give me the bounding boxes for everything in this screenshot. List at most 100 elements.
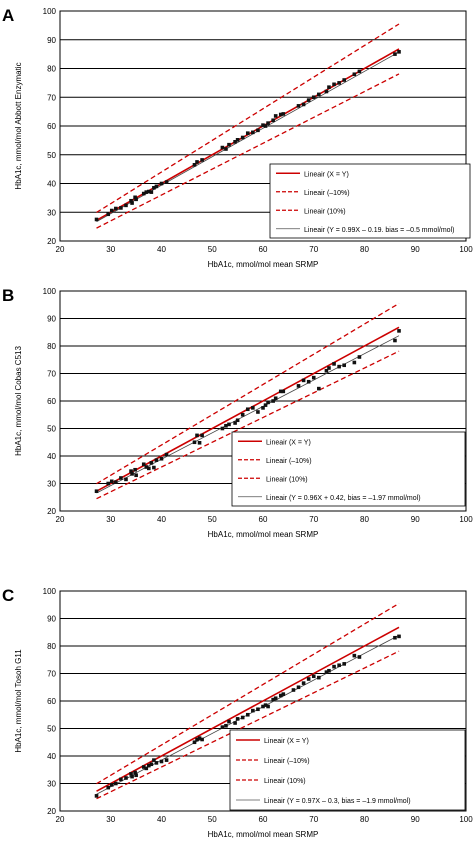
data-point: [263, 124, 268, 128]
data-point: [256, 128, 260, 133]
data-point: [273, 396, 278, 401]
data-point: [352, 72, 357, 77]
data-point: [144, 465, 149, 469]
data-point: [233, 721, 237, 725]
series-line-plus10: [96, 302, 400, 485]
data-point: [278, 389, 283, 394]
y-tick-label: 70: [47, 370, 56, 379]
data-point: [311, 95, 316, 100]
data-point: [393, 338, 397, 343]
data-point: [332, 82, 336, 87]
data-point: [352, 653, 357, 658]
chart-panel-a: A 20 30 40 50 60 70 80 90 100 20 30 40 50 60 70 80 90 100 L…: [2, 6, 473, 269]
data-point: [220, 725, 225, 729]
x-tick-label: 70: [309, 515, 318, 524]
data-point: [337, 364, 341, 369]
data-point: [149, 461, 154, 465]
legend-label: Lineair (–10%): [304, 190, 350, 197]
data-point: [200, 158, 204, 162]
y-tick-label: 20: [47, 507, 56, 516]
x-tick-label: 90: [411, 515, 420, 524]
data-point: [301, 681, 306, 685]
data-point: [200, 737, 204, 742]
x-tick-label: 90: [411, 245, 420, 254]
x-tick-label: 80: [360, 815, 369, 824]
data-point: [94, 794, 99, 798]
chart-panel-b: B 20 30 40 50 60 70 80 90 100 20 30 40 50 60 70 80 90 100 L…: [2, 286, 473, 539]
data-point: [271, 399, 275, 403]
data-point: [281, 112, 286, 116]
legend-label: Lineair (10%): [304, 208, 346, 215]
data-point: [106, 481, 111, 486]
data-point: [296, 685, 301, 690]
data-point: [393, 52, 397, 56]
data-point: [197, 441, 202, 445]
data-point: [129, 772, 133, 776]
y-tick-label: 60: [47, 397, 56, 406]
y-tick-label: 30: [47, 480, 56, 489]
data-point: [159, 759, 164, 764]
x-tick-label: 100: [459, 245, 473, 254]
data-point: [147, 466, 151, 471]
legend-box: [231, 431, 466, 507]
data-point: [357, 655, 362, 659]
data-point: [273, 114, 278, 118]
data-point: [149, 190, 154, 194]
data-point: [133, 770, 137, 775]
data-point: [251, 708, 255, 713]
data-point: [240, 715, 245, 720]
y-tick-label: 30: [47, 208, 56, 217]
legend-label: Lineair (X = Y): [264, 738, 309, 745]
data-point: [342, 662, 346, 666]
legend-box: [269, 163, 471, 239]
data-point: [154, 458, 159, 462]
data-point: [152, 758, 156, 762]
legend-label: Lineair (X = Y): [304, 171, 349, 178]
data-point: [106, 785, 111, 790]
data-point: [114, 781, 118, 786]
data-point: [317, 675, 321, 680]
x-tick-label: 30: [106, 815, 115, 824]
chart-panel-c: C 20 30 40 50 60 70 80 90 100 20 30 40 50 60 70 80 90 100 L…: [2, 586, 473, 839]
y-tick-label: 20: [47, 237, 56, 246]
data-point: [327, 85, 331, 89]
data-point: [94, 489, 99, 493]
data-point: [240, 135, 245, 140]
legend-label: Lineair (10%): [266, 476, 308, 483]
data-point: [263, 703, 268, 707]
x-tick-label: 80: [360, 245, 369, 254]
data-point: [311, 674, 316, 679]
data-point: [352, 360, 357, 365]
x-tick-label: 60: [259, 515, 268, 524]
data-point: [324, 368, 329, 373]
data-point: [220, 145, 225, 150]
data-point: [195, 433, 199, 438]
plot-frame: [59, 10, 467, 242]
x-axis-title: HbA1c, mmol/mol mean SRMP: [208, 260, 319, 269]
data-point: [144, 766, 149, 771]
data-point: [263, 403, 268, 407]
y-tick-label: 40: [47, 180, 56, 189]
data-point: [227, 142, 231, 147]
y-tick-label: 50: [47, 725, 56, 734]
y-tick-label: 100: [43, 587, 57, 596]
data-point: [119, 476, 123, 480]
data-point: [342, 363, 346, 368]
data-point: [133, 467, 137, 472]
data-point: [227, 719, 231, 724]
data-point: [266, 121, 270, 125]
data-point: [152, 465, 156, 470]
data-point: [195, 160, 199, 164]
y-tick-label: 70: [47, 670, 56, 679]
data-point: [301, 378, 306, 383]
data-point: [306, 379, 311, 384]
y-tick-label: 20: [47, 807, 56, 816]
data-point: [224, 723, 228, 728]
data-point: [152, 186, 156, 190]
data-point: [147, 189, 151, 194]
data-point: [119, 206, 123, 210]
data-point: [397, 329, 401, 333]
series-line-minus10: [96, 350, 400, 500]
data-point: [251, 406, 255, 410]
